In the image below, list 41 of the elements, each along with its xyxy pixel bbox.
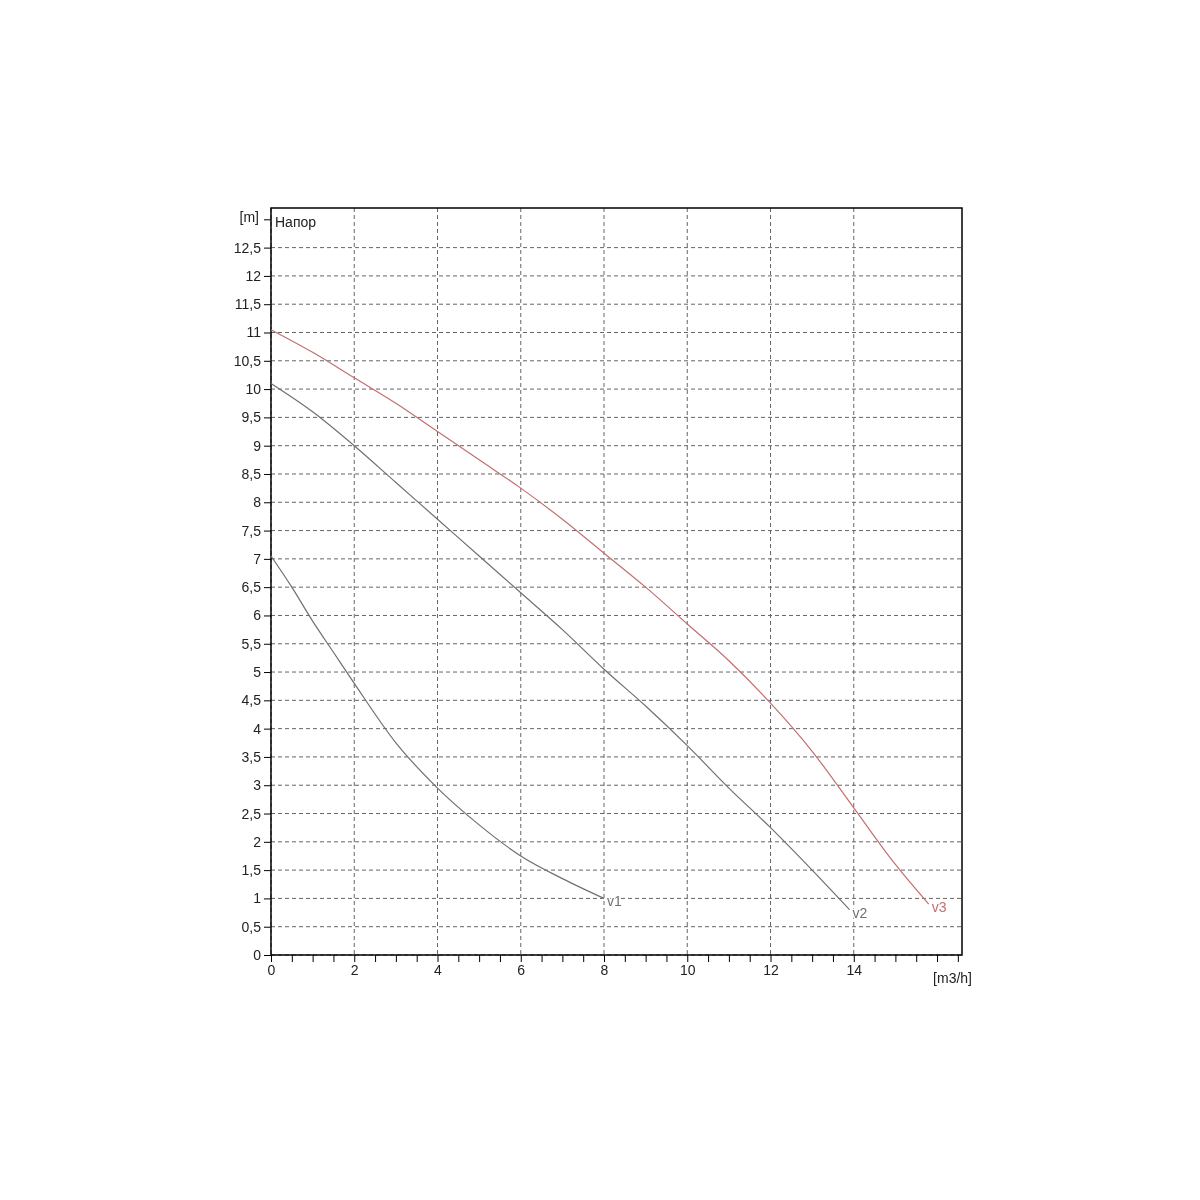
x-tick-label: 10	[679, 961, 696, 978]
x-tick-label: 14	[846, 961, 863, 978]
y-tick-label: 2,5	[241, 805, 262, 822]
y-tick-label: 8,5	[241, 465, 262, 482]
x-axis-title: [m3/h]	[933, 970, 972, 986]
text: Напор	[275, 214, 317, 230]
y-tick-label: 7,5	[241, 522, 262, 539]
y-tick-label: 6,5	[241, 579, 262, 596]
y-tick-label: 0,5	[241, 918, 262, 935]
x-tick-label: 12	[763, 961, 780, 978]
line-series	[270, 329, 930, 905]
y-tick-label: 10	[245, 381, 262, 398]
y-tick-label: 8	[253, 494, 262, 511]
y-tick-label: 11	[246, 324, 262, 341]
y-tick-label: 9	[253, 437, 262, 454]
y-axis-title: [m]	[239, 209, 259, 225]
y-tick-label: 12	[245, 267, 262, 284]
series-label: v3	[931, 899, 947, 916]
x-tick-label: 2	[350, 961, 359, 978]
y-tick-label: 1	[253, 890, 262, 907]
x-tick-label: 8	[600, 961, 609, 978]
series-label: v1	[607, 893, 623, 910]
series-label: v2	[852, 904, 868, 921]
y-tick-label: 3	[253, 777, 262, 794]
y-tick-label: 10,5	[233, 352, 262, 369]
y-tick-label: 5,5	[241, 635, 262, 652]
x-tick-label: 6	[517, 961, 526, 978]
y-tick-label: 4	[253, 720, 262, 737]
y-tick-label: 12,5	[233, 239, 262, 256]
y-tick-label: 11,5	[234, 296, 262, 313]
y-tick-label: 4,5	[241, 692, 262, 709]
y-tick-label: 2	[253, 833, 262, 850]
y-tick-label: 9,5	[241, 409, 262, 426]
y-tick-label: 0	[253, 946, 262, 963]
y-tick-label: 5	[253, 664, 262, 681]
y-tick-label: 7	[253, 550, 262, 567]
x-tick-label: 0	[267, 961, 276, 978]
y-tick-label: 3,5	[241, 748, 262, 765]
y-tick-label: 6	[253, 607, 262, 624]
x-tick-label: 4	[434, 961, 443, 978]
y-tick-label: 1,5	[241, 862, 262, 879]
